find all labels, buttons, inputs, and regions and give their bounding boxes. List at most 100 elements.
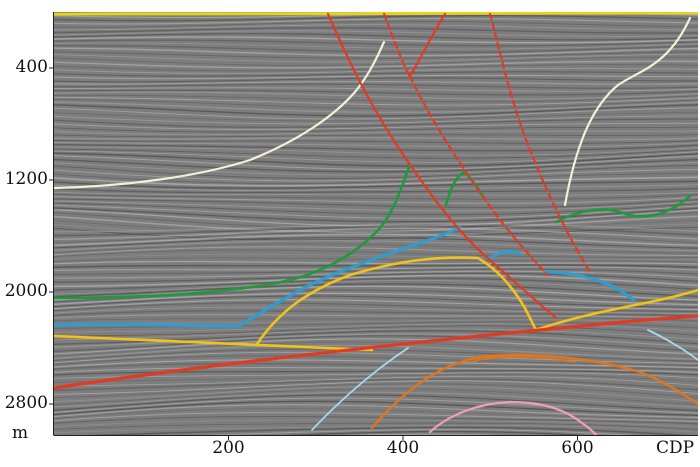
seismic-reflector bbox=[54, 243, 698, 254]
seismic-reflector bbox=[54, 383, 698, 399]
seismic-reflector bbox=[54, 283, 698, 298]
fault-dashed-3 bbox=[488, 12, 592, 274]
seismic-reflector bbox=[54, 77, 698, 83]
seismic-reflector bbox=[54, 24, 698, 31]
seismic-reflector bbox=[54, 222, 698, 233]
seismic-reflector bbox=[54, 367, 698, 373]
seismic-reflector bbox=[54, 107, 698, 120]
seismic-reflector bbox=[54, 130, 698, 136]
seismic-reflector bbox=[54, 264, 698, 269]
x-tick-label: 400 bbox=[386, 438, 420, 458]
seismic-reflector bbox=[54, 249, 698, 258]
y-axis-ticks bbox=[49, 67, 54, 405]
seismic-reflector bbox=[54, 158, 698, 173]
seismic-reflector bbox=[54, 148, 698, 159]
fault-dashed-2 bbox=[408, 74, 550, 277]
seismic-reflector bbox=[54, 83, 698, 89]
seismic-reflector bbox=[283, 430, 588, 435]
seismic-reflector bbox=[54, 335, 698, 352]
seismic-reflector bbox=[54, 394, 698, 412]
seismic-reflector bbox=[54, 67, 698, 74]
seismic-reflector bbox=[54, 196, 698, 204]
seismic-reflector bbox=[54, 280, 698, 295]
horizon-white-left bbox=[54, 40, 386, 190]
seismic-reflector bbox=[54, 362, 698, 371]
seismic-reflector bbox=[54, 44, 698, 54]
seismic-reflector bbox=[54, 200, 698, 212]
seismic-reflector bbox=[54, 295, 698, 309]
seismic-reflector bbox=[54, 270, 698, 279]
seismic-reflector bbox=[54, 47, 698, 57]
faults bbox=[326, 12, 592, 320]
seismic-reflector bbox=[54, 404, 698, 419]
seismic-reflector bbox=[54, 53, 698, 63]
horizon-pink bbox=[428, 400, 598, 435]
seismic-reflector bbox=[54, 302, 698, 313]
horizon-yellow-lower bbox=[54, 334, 374, 352]
seismic-reflector bbox=[54, 253, 698, 261]
seismic-reflector bbox=[54, 376, 698, 387]
seismic-reflector bbox=[54, 319, 698, 325]
seismic-reflector bbox=[54, 20, 698, 28]
horizon-green-right bbox=[554, 194, 692, 224]
seismic-reflector bbox=[54, 212, 698, 230]
seismic-reflector bbox=[54, 87, 698, 92]
seismic-reflector bbox=[54, 321, 698, 330]
seismic-reflector bbox=[54, 18, 698, 25]
seismic-reflector bbox=[54, 408, 698, 420]
seismic-reflector bbox=[54, 388, 698, 406]
x-tick-label: 200 bbox=[212, 438, 245, 458]
fault-dashed-1 bbox=[382, 12, 412, 78]
seismic-reflector bbox=[54, 137, 698, 141]
seismic-reflector bbox=[54, 292, 698, 306]
seismic-reflector bbox=[54, 225, 698, 237]
y-tick-label: 2000 bbox=[4, 281, 48, 301]
seismic-reflector bbox=[54, 260, 698, 265]
horizon-lightblue-left bbox=[311, 347, 409, 431]
seismic-reflector bbox=[54, 126, 698, 133]
seismic-reflector bbox=[54, 98, 698, 110]
seismic-reflector bbox=[54, 39, 698, 47]
y-tick-label: 2800 bbox=[4, 393, 48, 413]
seismic-reflector bbox=[54, 317, 698, 322]
seismic-reflector bbox=[54, 80, 698, 85]
seismic-reflector bbox=[54, 227, 698, 241]
seismic-reflector bbox=[54, 338, 698, 355]
interpreted-horizons bbox=[54, 12, 698, 435]
seismic-reflector bbox=[54, 134, 698, 138]
seismic-reflector bbox=[54, 333, 698, 348]
seismic-reflector bbox=[54, 348, 698, 362]
seismic-reflector bbox=[54, 36, 698, 44]
x-axis-unit: CDP bbox=[656, 438, 695, 458]
seismic-reflector bbox=[54, 397, 698, 414]
seismic-reflector bbox=[54, 146, 698, 156]
seismic-reflector bbox=[54, 94, 698, 103]
seismic-reflector bbox=[54, 400, 698, 417]
seismic-reflector bbox=[54, 204, 698, 219]
horizon-orange-main bbox=[370, 353, 698, 430]
seismic-reflector bbox=[54, 139, 698, 144]
seismic-reflector bbox=[54, 207, 698, 223]
seismic-reflector bbox=[54, 74, 698, 80]
y-tick-label: 400 bbox=[15, 57, 48, 77]
seismic-reflector bbox=[54, 30, 698, 38]
seismic-reflector bbox=[54, 115, 698, 125]
seismic-reflector bbox=[54, 246, 698, 257]
seismic-reflector bbox=[54, 60, 698, 69]
seismic-reflector bbox=[344, 433, 502, 435]
seismic-reflector bbox=[54, 198, 698, 209]
horizon-lightblue-right bbox=[647, 329, 698, 361]
seismic-reflector bbox=[54, 164, 698, 179]
seismic-reflector bbox=[54, 223, 698, 238]
seismic-reflector bbox=[202, 429, 634, 435]
seismic-reflector bbox=[54, 380, 698, 395]
seismic-reflector bbox=[54, 64, 698, 72]
horizon-blue-right bbox=[543, 270, 636, 302]
seismic-reflector bbox=[54, 150, 698, 163]
seismic-reflector bbox=[54, 233, 698, 247]
seismic-reflectors bbox=[54, 12, 698, 435]
seismic-reflector bbox=[54, 184, 698, 191]
seismic-reflector bbox=[54, 27, 698, 34]
